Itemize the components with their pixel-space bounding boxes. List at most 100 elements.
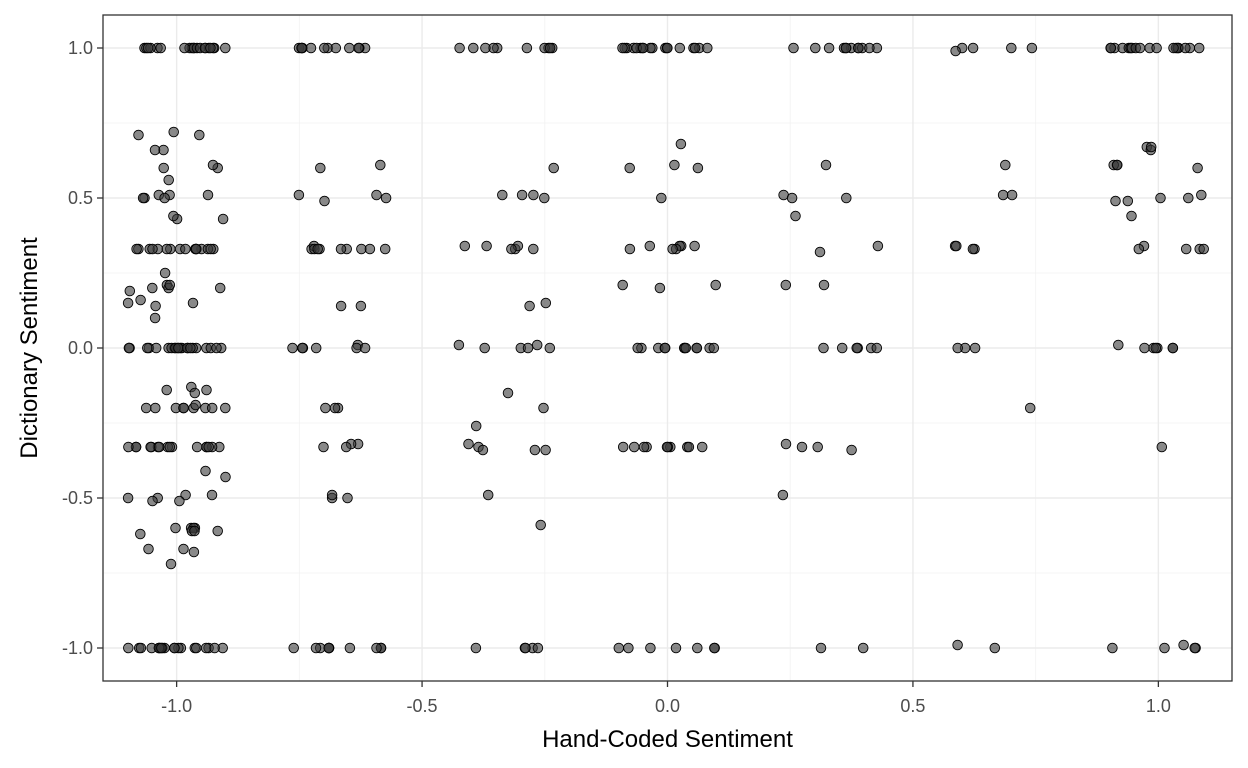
- data-point: [1122, 195, 1134, 207]
- y-axis: -1.0 -0.5 0.0 0.5 1.0: [62, 38, 103, 658]
- data-point: [871, 342, 883, 354]
- data-point: [149, 144, 161, 156]
- data-point: [624, 243, 636, 255]
- data-point: [540, 297, 552, 309]
- data-point: [617, 42, 628, 54]
- data-point: [187, 297, 199, 309]
- y-tick-label: -0.5: [62, 488, 93, 508]
- data-point: [696, 441, 708, 453]
- data-point: [516, 189, 528, 201]
- data-point: [1151, 42, 1162, 54]
- data-point: [952, 342, 963, 354]
- data-point: [535, 519, 546, 531]
- data-point: [1113, 339, 1124, 351]
- data-point: [310, 642, 322, 654]
- data-point: [818, 342, 829, 354]
- data-point: [950, 45, 961, 57]
- data-point: [669, 159, 680, 171]
- data-point: [161, 243, 173, 255]
- data-point: [532, 642, 544, 654]
- data-point: [124, 285, 136, 297]
- data-point: [689, 240, 700, 252]
- x-axis-title: Hand-Coded Sentiment: [542, 726, 793, 753]
- data-point: [180, 243, 191, 255]
- data-point: [780, 438, 792, 450]
- data-point: [135, 528, 146, 540]
- data-point: [1024, 402, 1036, 414]
- data-point: [190, 243, 202, 255]
- data-point: [617, 441, 629, 453]
- data-point: [654, 282, 666, 294]
- data-point: [857, 642, 869, 654]
- data-point: [656, 192, 667, 204]
- x-tick-label: 0.0: [655, 696, 680, 716]
- data-point: [340, 441, 352, 453]
- data-point: [812, 441, 823, 453]
- data-point: [1180, 42, 1191, 54]
- data-point: [287, 342, 298, 354]
- data-point: [202, 189, 214, 201]
- data-point: [482, 489, 494, 501]
- data-point: [191, 441, 203, 453]
- data-points: [122, 42, 1209, 654]
- data-point: [133, 129, 144, 141]
- data-point: [150, 402, 161, 414]
- data-point: [1167, 342, 1179, 354]
- data-point: [1026, 42, 1038, 54]
- data-point: [164, 279, 176, 291]
- data-point: [305, 42, 317, 54]
- data-point: [1134, 42, 1146, 54]
- data-point: [335, 300, 347, 312]
- data-point: [147, 495, 158, 507]
- data-point: [989, 642, 1001, 654]
- data-point: [702, 42, 713, 54]
- data-point: [353, 42, 364, 54]
- data-point: [708, 342, 720, 354]
- data-point: [780, 279, 792, 291]
- y-tick-label: 0.0: [68, 338, 93, 358]
- y-tick-label: 0.5: [68, 188, 93, 208]
- data-point: [164, 441, 176, 453]
- data-point: [297, 342, 308, 354]
- data-point: [836, 342, 848, 354]
- data-point: [1150, 342, 1162, 354]
- data-point: [153, 441, 165, 453]
- data-point: [522, 342, 534, 354]
- data-point: [220, 42, 231, 54]
- data-point: [201, 384, 212, 396]
- data-point: [342, 492, 353, 504]
- data-point: [149, 312, 161, 324]
- data-point: [810, 42, 821, 54]
- data-point: [355, 300, 367, 312]
- data-point: [371, 189, 382, 201]
- data-point: [161, 384, 172, 396]
- data-point: [150, 342, 162, 354]
- data-point: [315, 162, 326, 174]
- data-point: [296, 42, 307, 54]
- data-point: [165, 558, 177, 570]
- data-point: [680, 342, 692, 354]
- data-point: [135, 642, 147, 654]
- data-point: [318, 441, 329, 453]
- x-tick-label: 1.0: [1146, 696, 1171, 716]
- data-point: [194, 129, 205, 141]
- x-tick-label: -1.0: [161, 696, 192, 716]
- data-point: [864, 42, 875, 54]
- data-point: [220, 471, 231, 483]
- data-point: [335, 243, 347, 255]
- data-point: [623, 642, 634, 654]
- data-point: [150, 300, 161, 312]
- data-point: [628, 441, 640, 453]
- data-point: [463, 438, 474, 450]
- data-point: [310, 342, 322, 354]
- data-point: [200, 465, 211, 477]
- data-point: [470, 642, 482, 654]
- data-point: [163, 174, 174, 186]
- data-point: [692, 642, 703, 654]
- data-point: [147, 243, 158, 255]
- data-point: [158, 162, 169, 174]
- data-point: [326, 489, 338, 501]
- data-point: [288, 642, 299, 654]
- data-point: [846, 444, 857, 456]
